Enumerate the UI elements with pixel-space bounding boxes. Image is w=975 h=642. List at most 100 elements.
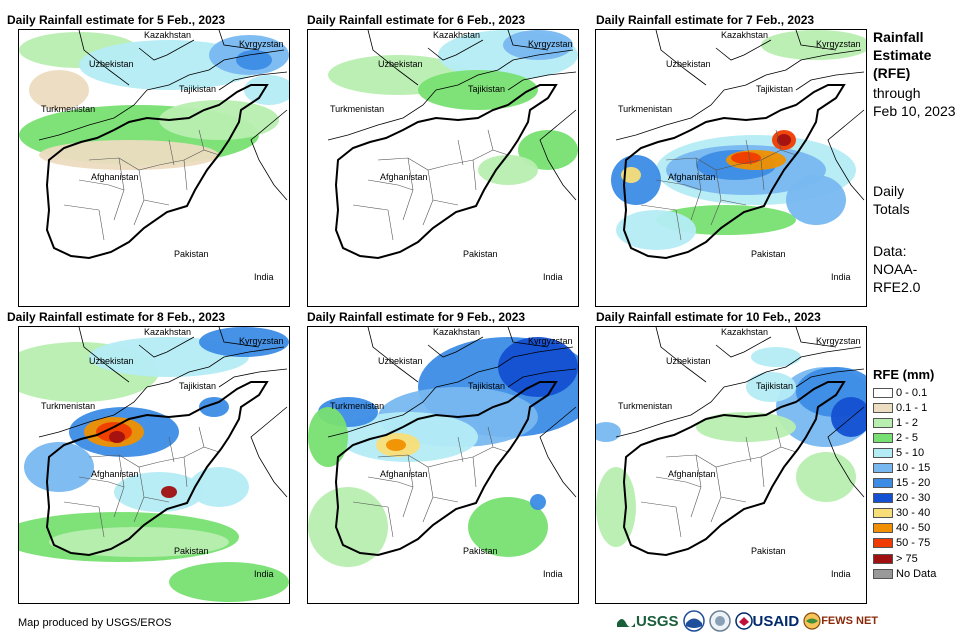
country-border: [435, 346, 574, 388]
province-border: [88, 157, 160, 171]
province-border: [352, 501, 389, 508]
legend-label: 50 - 75: [896, 537, 931, 550]
rainfall-area: [49, 527, 229, 557]
legend-label: 10 - 15: [896, 462, 931, 475]
legend-swatch: [873, 387, 893, 398]
legend-title: RFE (mm): [873, 367, 935, 382]
province-border: [367, 179, 414, 191]
legend-label: 15 - 20: [896, 477, 931, 490]
afghanistan-border: [45, 381, 269, 557]
country-label-tajikistan: Tajikistan: [179, 381, 216, 391]
legend-item: 5 - 10: [873, 445, 936, 460]
province-border: [745, 436, 752, 463]
rainfall-map: Kazakhstan Kyrgyzstan Uzbekistan Tajikistan…: [18, 326, 290, 604]
country-label-pakistan: Pakistan: [751, 249, 786, 259]
province-border: [198, 129, 220, 156]
country-label-uzbekistan: Uzbekistan: [89, 356, 134, 366]
country-label-turkmenistan: Turkmenistan: [41, 401, 95, 411]
country-label-india: India: [543, 272, 563, 282]
country-label-pakistan: Pakistan: [174, 546, 209, 556]
country-label-uzbekistan: Uzbekistan: [378, 59, 423, 69]
country-label-kyrgyzstan: Kyrgyzstan: [239, 336, 284, 346]
legend-label: 1 - 2: [896, 416, 919, 429]
panel-title: Daily Rainfall estimate for 9 Feb., 2023: [307, 310, 526, 324]
legend-swatch: [873, 417, 893, 428]
country-label-kyrgyzstan: Kyrgyzstan: [528, 39, 573, 49]
country-label-india: India: [543, 569, 563, 579]
country-border: [250, 406, 288, 498]
country-border: [367, 30, 419, 86]
province-border: [422, 496, 434, 523]
province-border: [63, 204, 100, 211]
rainfall-area: [189, 467, 249, 507]
legend-label: > 75: [896, 552, 918, 565]
province-border: [138, 169, 170, 206]
panel-title: Daily Rainfall estimate for 10 Feb., 202…: [596, 310, 821, 324]
country-border: [38, 89, 148, 141]
rainfall-area: [386, 439, 406, 451]
afghanistan-border: [334, 84, 558, 260]
rainfall-map: Kazakhstan Kyrgyzstan Uzbekistan Tajikistan…: [595, 29, 867, 307]
province-border: [198, 426, 220, 453]
province-border: [710, 496, 722, 523]
legend-swatch: [873, 553, 893, 564]
country-border: [715, 39, 772, 61]
legend-swatch: [873, 508, 893, 519]
province-border: [98, 506, 105, 538]
usaid-logo: USAID: [734, 612, 799, 630]
country-border: [827, 109, 865, 201]
province-border: [387, 209, 394, 241]
rainfall-map: Kazakhstan Kyrgyzstan Uzbekistan Tajikistan…: [307, 326, 579, 604]
country-border: [539, 406, 577, 498]
province-border: [158, 446, 205, 463]
province-border: [63, 501, 100, 508]
province-border: [640, 501, 677, 508]
rainfall-area: [24, 442, 94, 492]
province-border: [715, 466, 747, 503]
province-border: [760, 159, 765, 191]
rainfall-area: [29, 70, 89, 110]
province-border: [402, 454, 414, 518]
country-label-uzbekistan: Uzbekistan: [378, 356, 423, 366]
country-label-tajikistan: Tajikistan: [179, 84, 216, 94]
province-border: [168, 436, 175, 463]
map-svg: Kazakhstan Kyrgyzstan Uzbekistan Tajikistan…: [19, 327, 289, 602]
province-border: [88, 454, 160, 468]
rainfall-area: [308, 487, 388, 567]
province-border: [675, 209, 682, 241]
country-label-kyrgyzstan: Kyrgyzstan: [239, 39, 284, 49]
fewsnet-logo: FEWS NET: [803, 612, 878, 630]
info-daily: Daily: [873, 183, 905, 199]
province-border: [183, 159, 188, 191]
usgs-logo: USGS: [616, 613, 679, 630]
province-border: [352, 204, 389, 211]
info-title-line2: Estimate: [873, 47, 932, 63]
country-border: [507, 368, 577, 388]
info-title-line3: (RFE): [873, 65, 911, 81]
country-label-turkmenistan: Turkmenistan: [330, 104, 384, 114]
info-data-source2: RFE2.0: [873, 279, 921, 295]
country-label-afghanistan: Afghanistan: [668, 469, 716, 479]
province-border: [402, 157, 414, 221]
rainfall-area: [39, 140, 219, 170]
rainfall-area: [109, 431, 125, 443]
province-border: [98, 209, 105, 241]
country-border: [795, 327, 837, 348]
country-label-kazakhstan: Kazakhstan: [721, 327, 768, 337]
country-border: [138, 39, 195, 61]
province-border: [472, 159, 477, 191]
rainfall-area: [468, 497, 548, 557]
country-label-uzbekistan: Uzbekistan: [666, 59, 711, 69]
province-border: [168, 139, 175, 166]
country-label-india: India: [254, 272, 274, 282]
country-border: [715, 336, 772, 358]
province-border: [745, 139, 752, 166]
legend-swatch: [873, 478, 893, 489]
afghanistan-border: [622, 84, 846, 260]
panel-title: Daily Rainfall estimate for 6 Feb., 2023: [307, 13, 526, 27]
country-border: [507, 30, 549, 51]
country-border: [723, 346, 862, 388]
country-label-kyrgyzstan: Kyrgyzstan: [528, 336, 573, 346]
country-border: [723, 49, 862, 91]
province-border: [457, 139, 464, 166]
